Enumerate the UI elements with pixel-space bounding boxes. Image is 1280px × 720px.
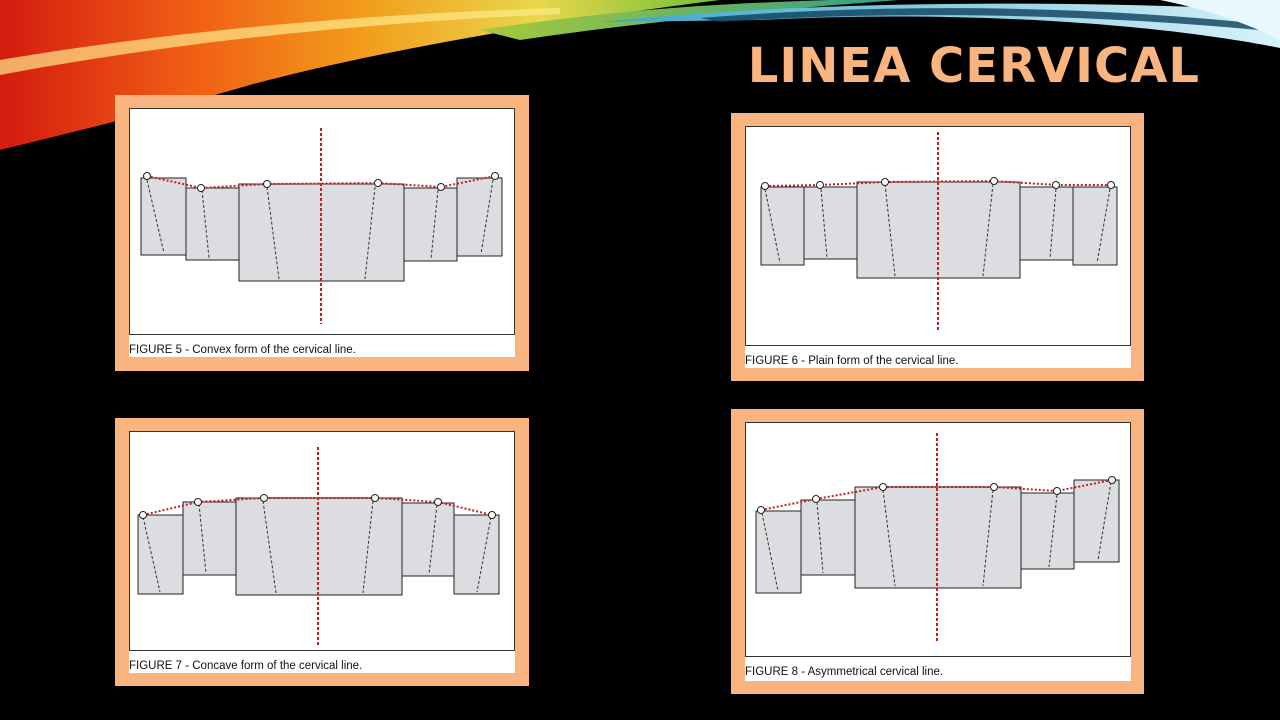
figure-5-panel: FIGURE 5 - Convex form of the cervical l… (129, 108, 515, 357)
figure-8-diagram (745, 422, 1131, 657)
figure-7-frame: FIGURE 7 - Concave form of the cervical … (115, 418, 529, 686)
figure-5-caption: FIGURE 5 - Convex form of the cervical l… (129, 344, 356, 356)
figure-6-panel: FIGURE 6 - Plain form of the cervical li… (745, 126, 1131, 368)
figure-8-panel: FIGURE 8 - Asymmetrical cervical line. (745, 422, 1131, 681)
decorative-swoosh (0, 0, 1280, 150)
figure-5-frame: FIGURE 5 - Convex form of the cervical l… (115, 95, 529, 371)
figure-6-caption: FIGURE 6 - Plain form of the cervical li… (745, 355, 959, 367)
figure-7-panel: FIGURE 7 - Concave form of the cervical … (129, 431, 515, 673)
slide-title: LINEA CERVICAL (747, 38, 1200, 94)
figure-6-diagram (745, 126, 1131, 346)
figure-7-diagram (129, 431, 515, 651)
figure-8-caption: FIGURE 8 - Asymmetrical cervical line. (745, 666, 944, 678)
figure-6-frame: FIGURE 6 - Plain form of the cervical li… (731, 113, 1144, 381)
figure-8-frame: FIGURE 8 - Asymmetrical cervical line. (731, 409, 1144, 694)
figure-5-diagram (129, 108, 515, 335)
figure-7-caption: FIGURE 7 - Concave form of the cervical … (129, 660, 363, 672)
